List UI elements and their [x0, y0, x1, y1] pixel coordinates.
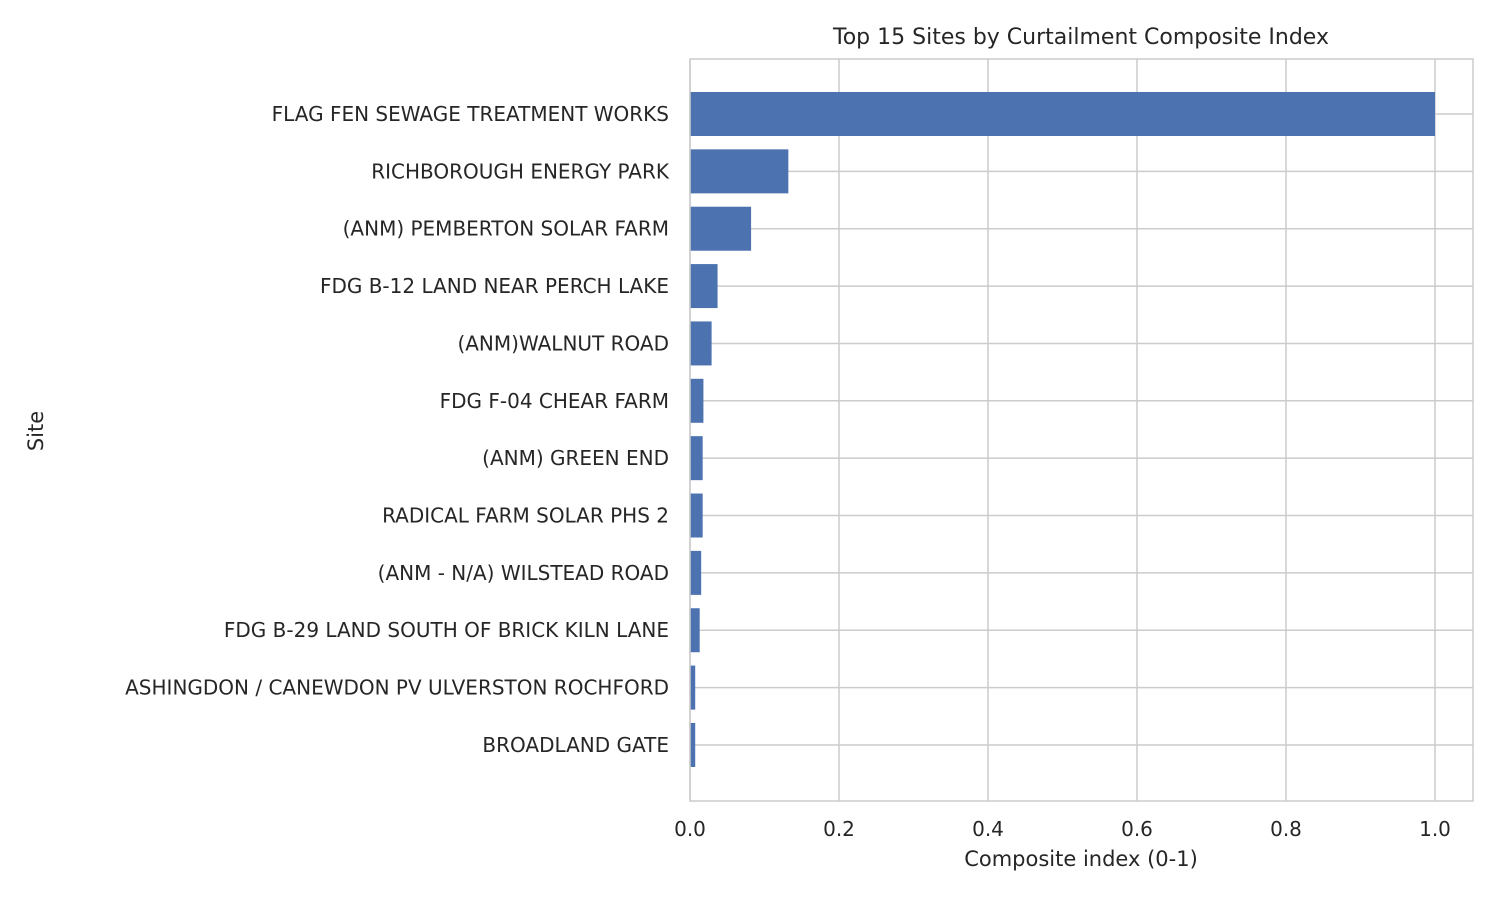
y-tick-label: RADICAL FARM SOLAR PHS 2 — [382, 504, 669, 528]
bar — [690, 493, 703, 538]
chart-title: Top 15 Sites by Curtailment Composite In… — [832, 25, 1329, 50]
x-tick-label: 0.6 — [1121, 817, 1153, 841]
y-tick-label: FDG B-29 LAND SOUTH OF BRICK KILN LANE — [224, 618, 669, 642]
bars — [690, 92, 1435, 767]
y-axis-label: Site — [24, 411, 48, 451]
y-tick-label: (ANM) GREEN END — [482, 446, 669, 470]
y-tick-label: BROADLAND GATE — [482, 733, 669, 757]
bar — [690, 436, 703, 481]
y-tick-labels: FLAG FEN SEWAGE TREATMENT WORKS RICHBOROU… — [125, 102, 670, 757]
bar — [690, 321, 712, 366]
bar — [690, 149, 789, 194]
bar — [690, 264, 718, 309]
x-axis-label: Composite index (0-1) — [964, 847, 1198, 871]
bar — [690, 722, 696, 767]
bar — [690, 608, 700, 653]
y-tick-label: (ANM) PEMBERTON SOLAR FARM — [343, 217, 669, 241]
x-tick-label: 0.8 — [1270, 817, 1302, 841]
bar — [690, 550, 702, 595]
y-tick-label: FLAG FEN SEWAGE TREATMENT WORKS — [272, 102, 669, 126]
bar — [690, 92, 1435, 136]
x-tick-labels: 0.0 0.2 0.4 0.6 0.8 1.0 — [674, 817, 1451, 841]
x-tick-label: 0.0 — [674, 817, 706, 841]
bar — [690, 206, 752, 251]
x-tick-label: 0.2 — [823, 817, 855, 841]
x-tick-label: 1.0 — [1419, 817, 1451, 841]
y-tick-label: RICHBOROUGH ENERGY PARK — [371, 159, 670, 183]
y-tick-label: (ANM)WALNUT ROAD — [457, 331, 669, 355]
y-tick-label: FDG B-12 LAND NEAR PERCH LAKE — [320, 274, 669, 298]
grid-lines — [689, 59, 1473, 801]
bar — [690, 665, 696, 710]
y-tick-label: (ANM - N/A) WILSTEAD ROAD — [378, 561, 669, 585]
bar — [690, 378, 704, 423]
y-tick-label: ASHINGDON / CANEWDON PV ULVERSTON ROCHFO… — [125, 676, 669, 700]
plot-area-frame — [689, 58, 1474, 802]
x-tick-label: 0.4 — [972, 817, 1004, 841]
y-tick-label: FDG F-04 CHEAR FARM — [440, 389, 669, 413]
